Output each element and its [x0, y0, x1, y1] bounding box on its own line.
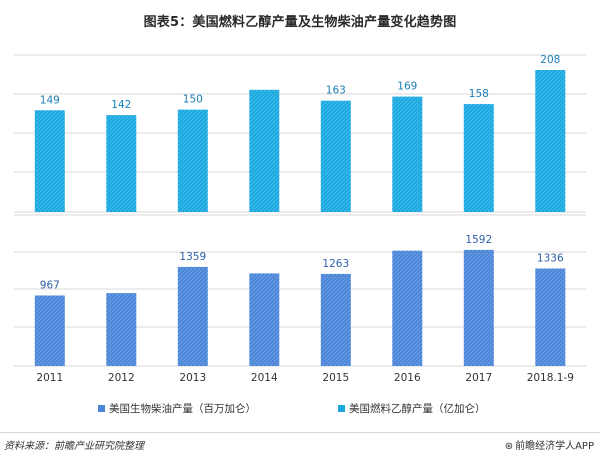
x-tick-label: 2011 — [36, 372, 63, 384]
legend-label-ethanol: 美国燃料乙醇产量（亿加仑） — [349, 403, 486, 415]
biodiesel-data-label: 1592 — [465, 234, 492, 246]
biodiesel-bar — [249, 273, 280, 366]
ethanol-bar — [392, 96, 423, 212]
ethanol-data-label: 149 — [40, 94, 60, 106]
biodiesel-bars: 967 1359 1263 1592 1336 — [34, 234, 566, 366]
x-tick-label: 2015 — [322, 372, 349, 384]
ethanol-bar — [535, 70, 566, 212]
ethanol-data-label: 169 — [397, 81, 417, 93]
biodiesel-data-label: 1263 — [322, 258, 349, 270]
biodiesel-bar — [320, 273, 351, 366]
biodiesel-bar — [177, 266, 208, 366]
biodiesel-bar — [106, 293, 137, 366]
ethanol-bar — [177, 109, 208, 212]
ethanol-bar — [34, 110, 65, 212]
biodiesel-data-label: 1336 — [537, 253, 564, 265]
legend-label-biodiesel: 美国生物柴油产量（百万加仑） — [109, 403, 256, 415]
x-tick-label: 2018.1-9 — [527, 372, 574, 384]
footer: 资料来源：前瞻产业研究院整理 ⊛ 前瞻经济学人APP — [0, 432, 600, 453]
upper-panel-gridlines — [14, 54, 586, 213]
x-tick-label: 2017 — [465, 372, 492, 384]
ethanol-data-label: 208 — [540, 54, 560, 66]
biodiesel-bar — [535, 268, 566, 366]
legend-swatch-ethanol — [338, 405, 345, 412]
ethanol-bar — [463, 104, 494, 212]
ethanol-data-label: 150 — [183, 94, 203, 106]
brand: ⊛ 前瞻经济学人APP — [505, 437, 594, 452]
x-tick-label: 2016 — [394, 372, 421, 384]
ethanol-data-label: 163 — [326, 85, 346, 97]
ethanol-bar — [320, 100, 351, 212]
x-tick-label: 2012 — [108, 372, 135, 384]
legend-item-ethanol: 美国燃料乙醇产量（亿加仑） — [338, 401, 486, 416]
chart-title: 图表5：美国燃料乙醇产量及生物柴油产量变化趋势图 — [143, 15, 457, 30]
legend-item-biodiesel: 美国生物柴油产量（百万加仑） — [98, 401, 256, 416]
biodiesel-data-label: 1359 — [179, 251, 206, 263]
biodiesel-bar — [34, 295, 65, 366]
biodiesel-bar — [392, 250, 423, 366]
qianzhan-logo-icon: ⊛ — [504, 441, 514, 452]
biodiesel-data-label: 967 — [40, 280, 60, 292]
lower-panel-gridlines — [14, 214, 586, 367]
ethanol-data-label: 158 — [469, 88, 489, 100]
ethanol-bar — [106, 115, 137, 212]
x-axis-ticks: 2011 2012 2013 2014 2015 2016 2017 2018.1-9 — [36, 372, 573, 384]
ethanol-bar — [249, 89, 280, 212]
legend-swatch-biodiesel — [98, 405, 105, 412]
source-note: 资料来源：前瞻产业研究院整理 — [4, 441, 144, 452]
x-tick-label: 2013 — [179, 372, 206, 384]
ethanol-bars: 149 142 150 163 169 158 208 — [34, 54, 566, 212]
brand-label: 前瞻经济学人APP — [515, 441, 594, 452]
chart-canvas: 149 142 150 163 169 158 208 967 1359 1263 1592 133… — [14, 54, 586, 384]
x-tick-label: 2014 — [251, 372, 278, 384]
biodiesel-bar — [463, 249, 494, 366]
ethanol-data-label: 142 — [111, 99, 131, 111]
